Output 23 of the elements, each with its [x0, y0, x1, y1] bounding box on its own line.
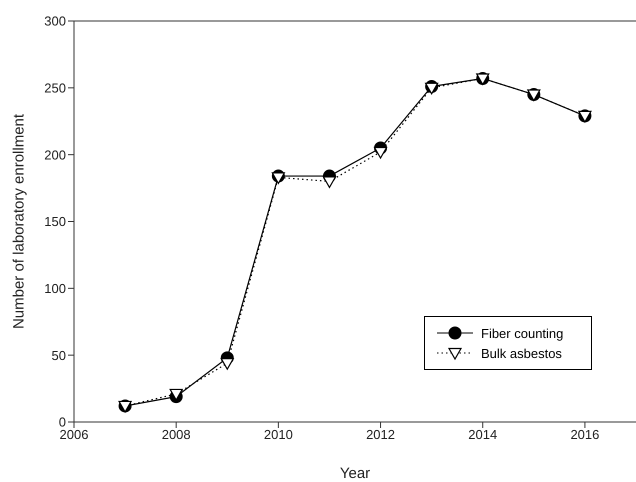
point: [322, 176, 336, 188]
y-tick-label: 150: [44, 214, 66, 230]
x-tick-label: 2008: [162, 427, 191, 442]
x-axis-title: Year: [340, 465, 370, 482]
y-tick-label: 0: [58, 414, 66, 430]
legend-label: Fiber counting: [481, 326, 564, 340]
point: [272, 172, 285, 184]
y-tick-label: 50: [52, 348, 66, 363]
x-tick-label: 2006: [60, 427, 88, 442]
x-tick-label: 2012: [366, 427, 396, 442]
legend-label: Bulk asbestos: [481, 346, 562, 360]
x-tick-label: 2014: [468, 427, 498, 442]
y-axis-title: Number of laboratory enrollment: [10, 113, 28, 330]
point: [374, 146, 388, 159]
y-tick-label: 300: [44, 14, 66, 29]
point: [425, 82, 438, 94]
point: [220, 358, 234, 370]
point: [170, 388, 183, 401]
y-tick-label: 250: [44, 80, 66, 96]
x-tick-label: 2010: [264, 427, 293, 442]
y-tick-label: 200: [44, 147, 66, 162]
y-tick-label: 100: [44, 280, 66, 296]
x-tick-label: 2016: [570, 427, 600, 442]
